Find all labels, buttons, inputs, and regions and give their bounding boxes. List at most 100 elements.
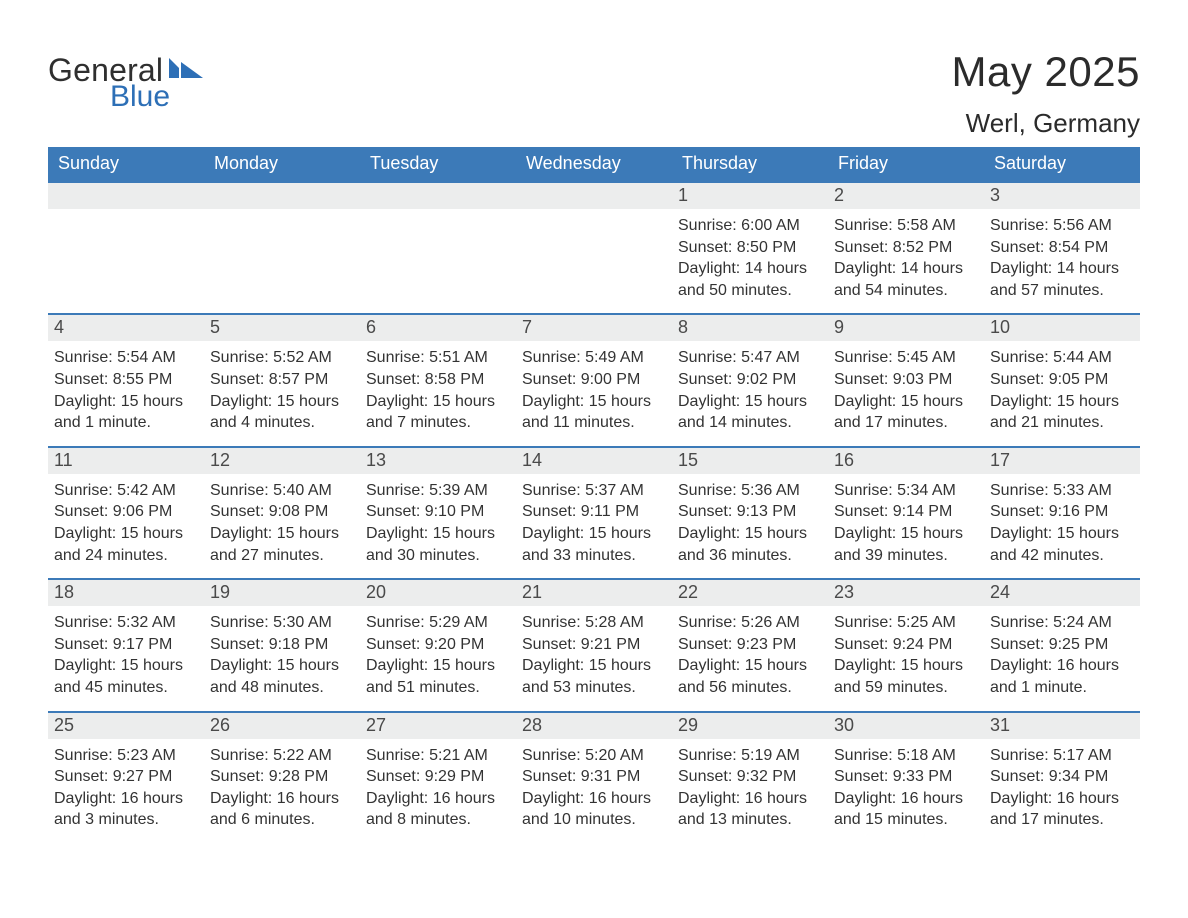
daylight-line-2: and 39 minutes. (834, 545, 978, 567)
daylight-line-2: and 27 minutes. (210, 545, 354, 567)
sunrise-line: Sunrise: 5:49 AM (522, 347, 666, 369)
daylight-line-2: and 24 minutes. (54, 545, 198, 567)
day-details: Sunrise: 5:17 AMSunset: 9:34 PMDaylight:… (984, 739, 1140, 831)
day-cell: 15Sunrise: 5:36 AMSunset: 9:13 PMDayligh… (672, 448, 828, 578)
sunset-line: Sunset: 9:03 PM (834, 369, 978, 391)
daylight-line-1: Daylight: 16 hours (210, 788, 354, 810)
day-cell: 25Sunrise: 5:23 AMSunset: 9:27 PMDayligh… (48, 713, 204, 843)
day-cell: 5Sunrise: 5:52 AMSunset: 8:57 PMDaylight… (204, 315, 360, 445)
day-details: Sunrise: 5:23 AMSunset: 9:27 PMDaylight:… (48, 739, 204, 831)
day-number: 28 (516, 713, 672, 739)
sunset-line: Sunset: 8:52 PM (834, 237, 978, 259)
day-details: Sunrise: 5:54 AMSunset: 8:55 PMDaylight:… (48, 341, 204, 433)
daylight-line-1: Daylight: 15 hours (522, 391, 666, 413)
sunset-line: Sunset: 9:14 PM (834, 501, 978, 523)
dow-cell: Tuesday (360, 147, 516, 181)
daylight-line-2: and 3 minutes. (54, 809, 198, 831)
sunrise-line: Sunrise: 5:51 AM (366, 347, 510, 369)
sunrise-line: Sunrise: 5:17 AM (990, 745, 1134, 767)
day-number: 24 (984, 580, 1140, 606)
day-cell (516, 183, 672, 313)
dow-cell: Wednesday (516, 147, 672, 181)
day-cell (204, 183, 360, 313)
sunrise-line: Sunrise: 5:39 AM (366, 480, 510, 502)
day-details: Sunrise: 5:49 AMSunset: 9:00 PMDaylight:… (516, 341, 672, 433)
daylight-line-1: Daylight: 15 hours (366, 523, 510, 545)
day-details: Sunrise: 5:40 AMSunset: 9:08 PMDaylight:… (204, 474, 360, 566)
sunset-line: Sunset: 9:32 PM (678, 766, 822, 788)
day-details: Sunrise: 5:33 AMSunset: 9:16 PMDaylight:… (984, 474, 1140, 566)
daylight-line-1: Daylight: 15 hours (678, 655, 822, 677)
day-number: 8 (672, 315, 828, 341)
day-details: Sunrise: 6:00 AMSunset: 8:50 PMDaylight:… (672, 209, 828, 301)
sunrise-line: Sunrise: 5:32 AM (54, 612, 198, 634)
daylight-line-2: and 13 minutes. (678, 809, 822, 831)
day-cell: 7Sunrise: 5:49 AMSunset: 9:00 PMDaylight… (516, 315, 672, 445)
day-number: 17 (984, 448, 1140, 474)
daylight-line-1: Daylight: 15 hours (210, 391, 354, 413)
sunset-line: Sunset: 8:50 PM (678, 237, 822, 259)
sunrise-line: Sunrise: 5:20 AM (522, 745, 666, 767)
daylight-line-2: and 1 minute. (990, 677, 1134, 699)
daylight-line-1: Daylight: 16 hours (834, 788, 978, 810)
page-header: General Blue May 2025 Werl, Germany (48, 48, 1140, 139)
day-details: Sunrise: 5:28 AMSunset: 9:21 PMDaylight:… (516, 606, 672, 698)
daylight-line-2: and 33 minutes. (522, 545, 666, 567)
sunset-line: Sunset: 9:05 PM (990, 369, 1134, 391)
day-details: Sunrise: 5:34 AMSunset: 9:14 PMDaylight:… (828, 474, 984, 566)
sunset-line: Sunset: 9:13 PM (678, 501, 822, 523)
daylight-line-2: and 17 minutes. (990, 809, 1134, 831)
daylight-line-1: Daylight: 15 hours (678, 391, 822, 413)
day-number: 6 (360, 315, 516, 341)
day-number: 25 (48, 713, 204, 739)
day-cell: 4Sunrise: 5:54 AMSunset: 8:55 PMDaylight… (48, 315, 204, 445)
day-cell: 18Sunrise: 5:32 AMSunset: 9:17 PMDayligh… (48, 580, 204, 710)
sunset-line: Sunset: 9:21 PM (522, 634, 666, 656)
dow-cell: Sunday (48, 147, 204, 181)
calendar: SundayMondayTuesdayWednesdayThursdayFrid… (48, 147, 1140, 843)
day-details: Sunrise: 5:45 AMSunset: 9:03 PMDaylight:… (828, 341, 984, 433)
dow-cell: Thursday (672, 147, 828, 181)
sunset-line: Sunset: 9:29 PM (366, 766, 510, 788)
sunset-line: Sunset: 9:18 PM (210, 634, 354, 656)
day-cell: 12Sunrise: 5:40 AMSunset: 9:08 PMDayligh… (204, 448, 360, 578)
sunrise-line: Sunrise: 6:00 AM (678, 215, 822, 237)
daylight-line-2: and 1 minute. (54, 412, 198, 434)
sunset-line: Sunset: 9:33 PM (834, 766, 978, 788)
sunset-line: Sunset: 9:20 PM (366, 634, 510, 656)
sunset-line: Sunset: 9:11 PM (522, 501, 666, 523)
day-number: 30 (828, 713, 984, 739)
day-details: Sunrise: 5:22 AMSunset: 9:28 PMDaylight:… (204, 739, 360, 831)
sunset-line: Sunset: 9:10 PM (366, 501, 510, 523)
daylight-line-2: and 36 minutes. (678, 545, 822, 567)
day-details: Sunrise: 5:32 AMSunset: 9:17 PMDaylight:… (48, 606, 204, 698)
day-details: Sunrise: 5:58 AMSunset: 8:52 PMDaylight:… (828, 209, 984, 301)
day-details: Sunrise: 5:29 AMSunset: 9:20 PMDaylight:… (360, 606, 516, 698)
brand-logo: General Blue (48, 48, 203, 112)
sunset-line: Sunset: 9:08 PM (210, 501, 354, 523)
day-number: 21 (516, 580, 672, 606)
weeks-container: 1Sunrise: 6:00 AMSunset: 8:50 PMDaylight… (48, 181, 1140, 843)
day-cell: 1Sunrise: 6:00 AMSunset: 8:50 PMDaylight… (672, 183, 828, 313)
sunset-line: Sunset: 9:00 PM (522, 369, 666, 391)
daylight-line-2: and 15 minutes. (834, 809, 978, 831)
day-number: 18 (48, 580, 204, 606)
day-number: 5 (204, 315, 360, 341)
day-number: 15 (672, 448, 828, 474)
sunrise-line: Sunrise: 5:56 AM (990, 215, 1134, 237)
dow-cell: Monday (204, 147, 360, 181)
daylight-line-1: Daylight: 15 hours (522, 655, 666, 677)
day-details: Sunrise: 5:30 AMSunset: 9:18 PMDaylight:… (204, 606, 360, 698)
day-number: 31 (984, 713, 1140, 739)
sunset-line: Sunset: 8:58 PM (366, 369, 510, 391)
daylight-line-2: and 7 minutes. (366, 412, 510, 434)
day-number: 14 (516, 448, 672, 474)
sunset-line: Sunset: 9:23 PM (678, 634, 822, 656)
day-number: 3 (984, 183, 1140, 209)
daylight-line-2: and 14 minutes. (678, 412, 822, 434)
daylight-line-1: Daylight: 14 hours (990, 258, 1134, 280)
day-number (516, 183, 672, 209)
daylight-line-2: and 21 minutes. (990, 412, 1134, 434)
sunset-line: Sunset: 8:54 PM (990, 237, 1134, 259)
sunrise-line: Sunrise: 5:42 AM (54, 480, 198, 502)
